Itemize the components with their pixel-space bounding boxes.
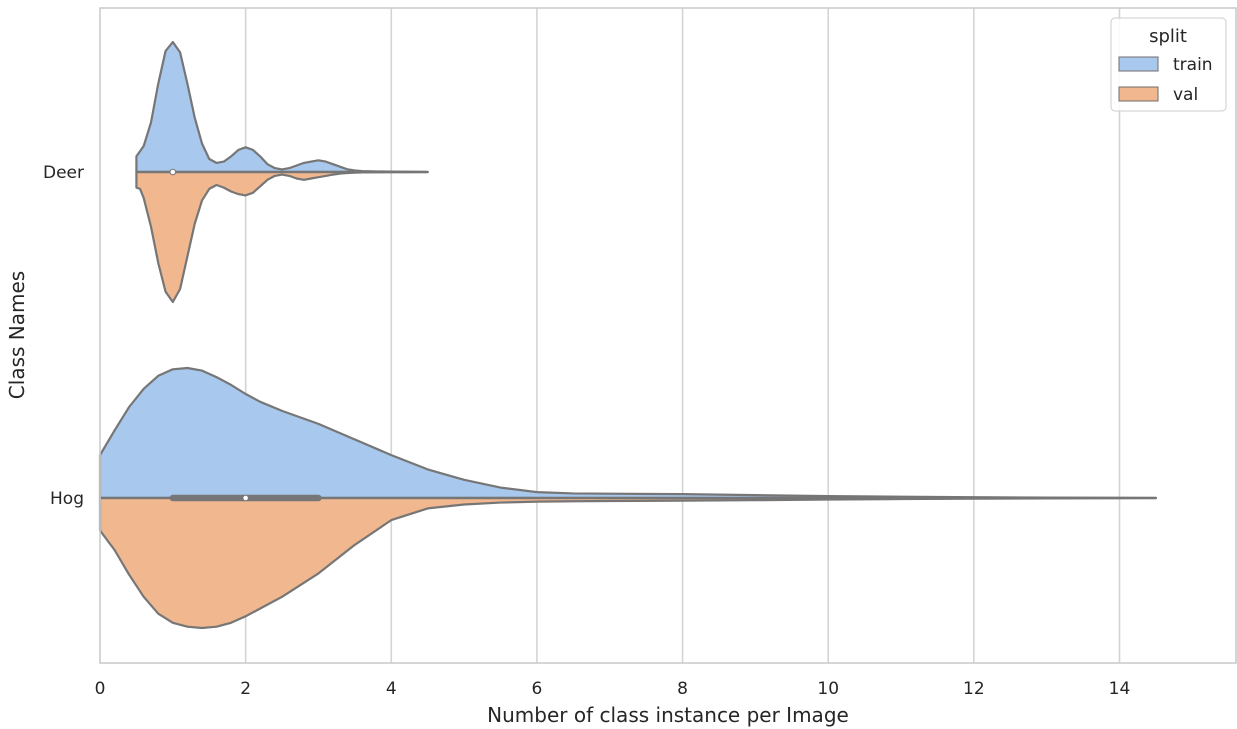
box-median-hog <box>242 494 249 502</box>
legend-label-val: val <box>1173 85 1198 105</box>
violin-train-deer <box>135 40 429 174</box>
legend-swatch-train <box>1118 56 1159 72</box>
violin-val-hog <box>98 496 1157 630</box>
legend-swatch-val <box>1118 86 1159 102</box>
y-category-label: Deer <box>43 163 84 183</box>
y-category-label: Hog <box>50 489 84 509</box>
x-tick-label: 6 <box>532 679 543 699</box>
x-tick-label: 2 <box>240 679 251 699</box>
x-tick-label: 14 <box>1109 679 1131 699</box>
x-tick-label: 10 <box>817 679 839 699</box>
box-median-deer <box>169 168 177 176</box>
x-tick-label: 0 <box>95 679 106 699</box>
violin-train-hog <box>98 366 1157 500</box>
plot-frame <box>99 7 1237 664</box>
violin-bodies <box>98 40 1157 630</box>
legend-label-train: train <box>1173 55 1213 75</box>
y-category-labels: Deer Hog <box>43 163 84 509</box>
legend-title: split <box>1149 26 1187 47</box>
legend: split train val <box>1110 17 1227 112</box>
x-axis-label: Number of class instance per Image <box>487 703 849 727</box>
x-tick-label: 12 <box>963 679 985 699</box>
x-gridlines <box>244 8 1121 663</box>
x-tick-label: 4 <box>386 679 397 699</box>
y-axis-label: Class Names <box>5 271 29 399</box>
x-tick-labels: 0 2 4 6 8 10 12 14 <box>95 679 1131 699</box>
inner-boxes <box>100 168 1156 502</box>
x-tick-label: 8 <box>677 679 688 699</box>
